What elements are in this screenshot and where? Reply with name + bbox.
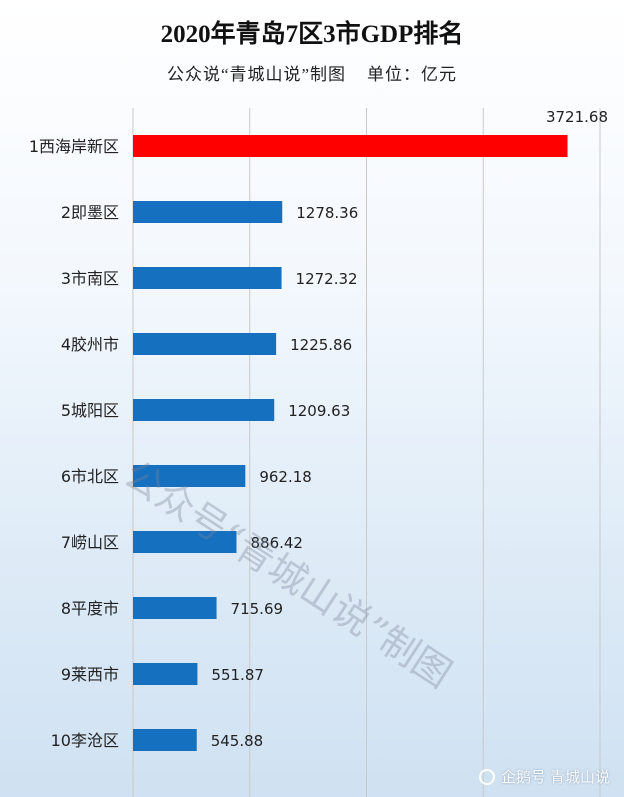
category-label: 5城阳区 — [61, 401, 119, 420]
chart-subtitle: 公众说“青城山说”制图 单位：亿元 — [166, 65, 458, 84]
category-label: 3市南区 — [61, 269, 119, 288]
category-label: 8平度市 — [61, 599, 119, 618]
footer-text: 企鹅号 青城山说 — [500, 769, 610, 786]
value-label: 1278.36 — [296, 204, 358, 222]
category-label: 6市北区 — [61, 467, 119, 486]
category-label: 10李沧区 — [51, 731, 119, 750]
bar — [133, 663, 198, 685]
category-label: 9莱西市 — [61, 665, 119, 684]
bar — [133, 729, 197, 751]
chart-title: 2020年青岛7区3市GDP排名 — [160, 21, 464, 48]
bar — [133, 333, 277, 355]
value-label: 1272.32 — [296, 270, 358, 288]
bar — [133, 465, 246, 487]
value-label: 545.88 — [211, 732, 264, 750]
value-label: 886.42 — [250, 534, 303, 552]
category-label: 7崂山区 — [61, 533, 119, 552]
value-label: 3721.68 — [546, 108, 608, 126]
bar — [133, 531, 237, 553]
category-label: 1西海岸新区 — [29, 137, 119, 156]
category-label: 4胶州市 — [61, 335, 119, 354]
footer-credit: 企鹅号 青城山说 — [478, 766, 610, 787]
bar — [133, 597, 217, 619]
bar — [133, 267, 282, 289]
category-label: 2即墨区 — [61, 203, 119, 222]
bar — [133, 201, 283, 223]
value-label: 1209.63 — [288, 402, 350, 420]
value-label: 551.87 — [211, 666, 264, 684]
value-label: 962.18 — [259, 468, 312, 486]
value-label: 1225.86 — [290, 336, 352, 354]
chat-bubble-icon — [478, 768, 495, 785]
value-label: 715.69 — [231, 600, 284, 618]
bar — [133, 399, 275, 421]
bar — [133, 135, 568, 157]
